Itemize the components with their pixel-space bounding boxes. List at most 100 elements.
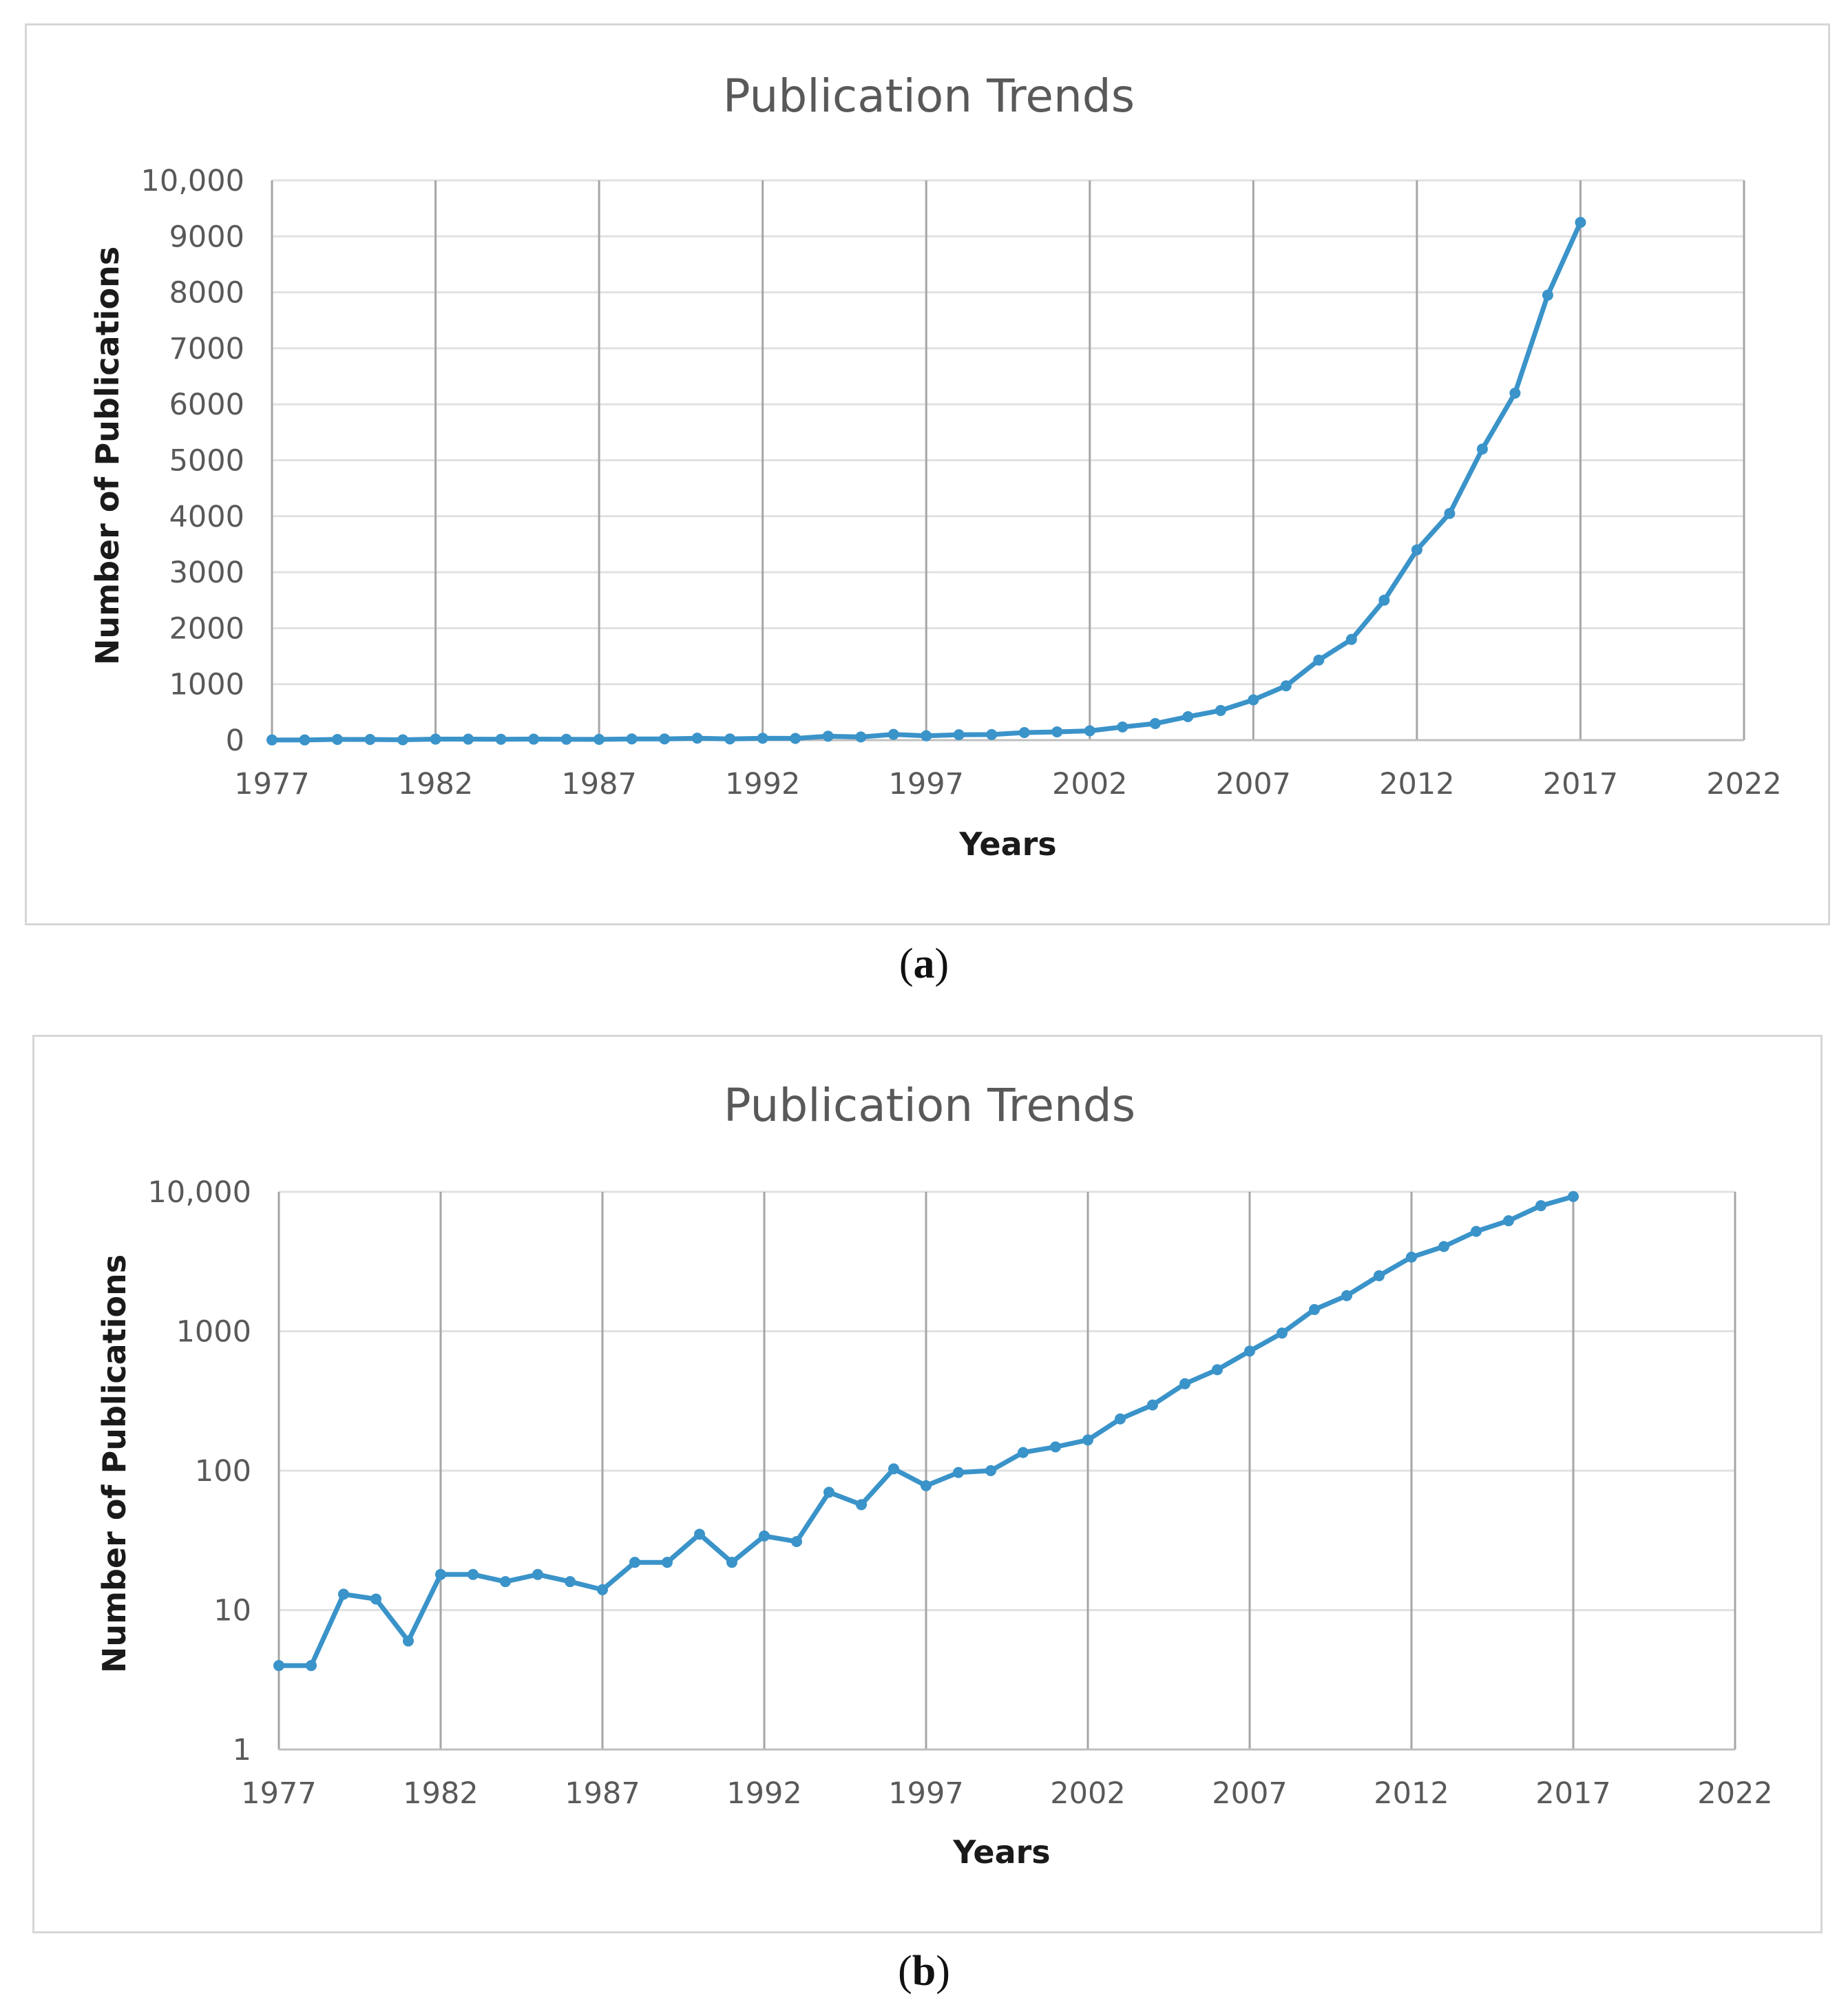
y-tick-label: 5000: [169, 444, 244, 479]
data-point: [1182, 711, 1194, 722]
y-tick-label: 1000: [169, 668, 244, 702]
data-point: [565, 1576, 576, 1588]
data-point: [1277, 1327, 1288, 1339]
data-point: [1411, 544, 1422, 556]
data-point: [856, 1499, 867, 1511]
data-point: [1244, 1345, 1255, 1357]
data-point: [757, 733, 768, 744]
x-tick-label: 2002: [1052, 767, 1127, 801]
caption-a-close-paren: ): [934, 941, 949, 987]
x-tick-label: 1992: [725, 767, 800, 801]
y-tick-label: 0: [226, 724, 244, 758]
caption-b-close-paren: ): [936, 1948, 950, 1995]
data-point: [1406, 1251, 1417, 1263]
data-point: [1341, 1290, 1352, 1301]
chart-a-x-axis-title: Years: [958, 826, 1056, 863]
caption-b-open-paren: (: [898, 1948, 912, 1995]
x-tick-label: 1997: [889, 767, 964, 801]
chart-a-series: [266, 216, 1586, 746]
caption-a-open-paren: (: [899, 941, 914, 987]
chart-a-x-tick-labels: 1977 1982 1987 1992 1997 2002 2007 2012 2017 2022: [234, 767, 1781, 801]
chart-b-series: [273, 1190, 1579, 1672]
x-tick-label: 1987: [561, 767, 636, 801]
data-point: [397, 734, 409, 746]
data-point: [1084, 725, 1095, 737]
data-point: [1313, 654, 1325, 666]
data-point: [1149, 717, 1161, 729]
data-point: [724, 733, 736, 745]
data-point: [1444, 507, 1456, 519]
data-point: [594, 733, 605, 745]
data-point: [528, 733, 540, 745]
x-tick-label: 1977: [234, 767, 309, 801]
x-tick-label: 1977: [241, 1776, 316, 1811]
data-point: [629, 1557, 640, 1568]
data-point: [1568, 1190, 1579, 1202]
y-tick-label: 8000: [169, 276, 244, 311]
data-point: [1535, 1200, 1546, 1212]
data-point: [403, 1635, 414, 1647]
data-point: [1018, 1447, 1029, 1458]
data-point: [1212, 1364, 1223, 1376]
chart-a-svg: Publication Trends 0 1000 2000 3000 4000 5000…: [89, 70, 1782, 863]
data-point: [1179, 1378, 1190, 1389]
data-point: [986, 728, 998, 740]
chart-b-x-axis-title: Years: [952, 1833, 1050, 1871]
data-point: [273, 1660, 284, 1672]
data-point: [888, 728, 899, 740]
x-tick-label: 2017: [1535, 1776, 1610, 1811]
data-point: [626, 733, 638, 745]
data-point: [495, 733, 507, 745]
y-tick-label: 100: [195, 1454, 251, 1489]
y-tick-label: 7000: [169, 332, 244, 366]
data-point: [1117, 721, 1128, 733]
data-point: [532, 1568, 543, 1580]
data-point: [953, 1467, 964, 1478]
data-point: [823, 1486, 834, 1498]
chart-panel-b: Publication Trends 1 10 100 1000 10,000 1977…: [32, 1035, 1823, 1933]
y-tick-label: 10,000: [141, 164, 244, 198]
data-point: [1050, 1441, 1061, 1453]
data-point: [299, 734, 311, 746]
data-point: [306, 1660, 317, 1672]
data-point: [921, 1480, 932, 1491]
data-point: [463, 733, 474, 745]
data-point: [790, 733, 801, 744]
x-tick-label: 1987: [565, 1776, 640, 1811]
data-point: [1476, 443, 1488, 455]
chart-a-title: Publication Trends: [723, 70, 1135, 123]
data-point: [560, 733, 572, 745]
data-point: [1280, 680, 1292, 692]
data-point: [1378, 594, 1390, 606]
data-point: [985, 1465, 996, 1476]
data-point: [662, 1557, 673, 1568]
data-point: [1051, 726, 1063, 737]
chart-b-svg: Publication Trends 1 10 100 1000 10,000 1977…: [96, 1079, 1773, 1871]
x-tick-label: 1982: [403, 1776, 478, 1811]
y-tick-label: 1000: [176, 1315, 251, 1349]
data-point: [1309, 1304, 1320, 1316]
y-tick-label: 1: [233, 1733, 251, 1767]
data-point: [364, 734, 376, 746]
chart-b-y-axis-title: Number of Publications: [96, 1254, 133, 1673]
data-point: [1509, 387, 1521, 399]
caption-a-letter: a: [913, 941, 935, 987]
y-tick-label: 2000: [169, 611, 244, 646]
chart-a-y-axis-title: Number of Publications: [89, 246, 126, 665]
x-tick-label: 2012: [1379, 767, 1454, 801]
x-tick-label: 1992: [726, 1776, 801, 1811]
data-point: [1215, 704, 1226, 716]
x-tick-label: 2017: [1543, 767, 1618, 801]
data-point: [1575, 216, 1586, 228]
data-point: [953, 729, 965, 741]
x-tick-label: 2022: [1697, 1776, 1772, 1811]
chart-b-title: Publication Trends: [724, 1079, 1135, 1132]
data-point: [1147, 1399, 1158, 1411]
data-point: [338, 1588, 349, 1600]
y-tick-label: 9000: [169, 220, 244, 254]
data-point: [1438, 1241, 1449, 1252]
data-point: [1542, 289, 1553, 301]
data-point: [659, 733, 671, 745]
y-tick-label: 6000: [169, 388, 244, 422]
chart-b-y-tick-labels: 1 10 100 1000 10,000: [148, 1175, 251, 1767]
